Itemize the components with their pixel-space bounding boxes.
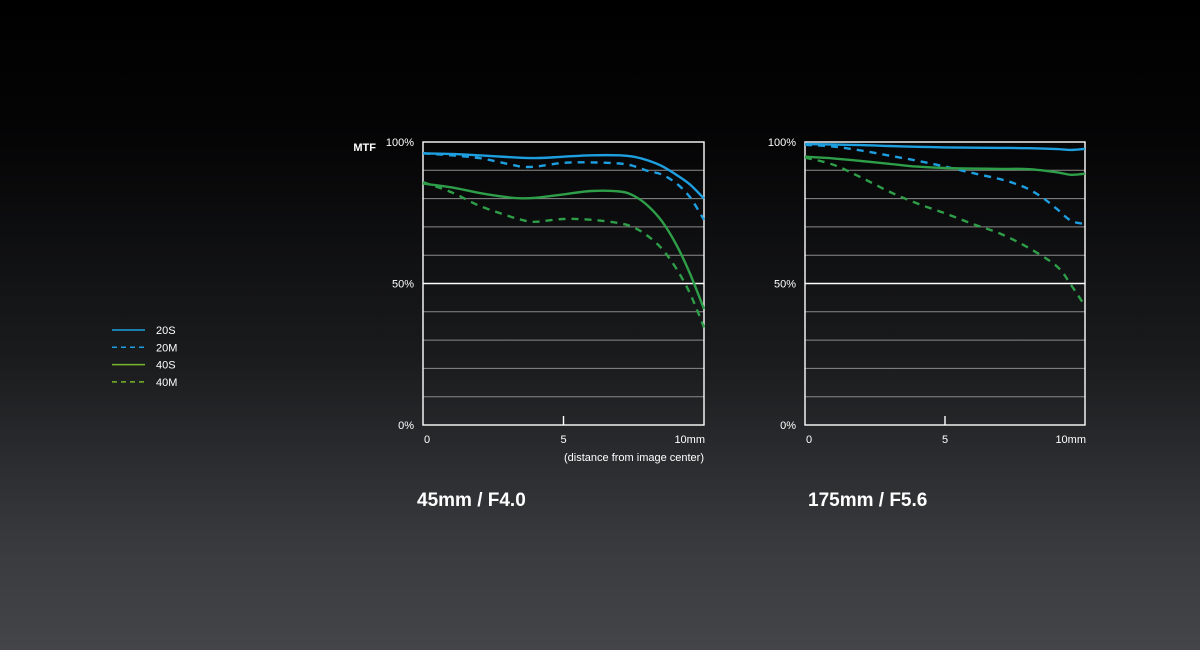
series-line-40s (422, 182, 706, 310)
chart-title: 175mm / F5.6 (808, 490, 927, 511)
series-line-40m (422, 181, 706, 328)
mtf-chart-45mm: 0% 50% 100% 0 5 10mm MTF (distance from image c… (353, 137, 706, 511)
series-line-20m (422, 152, 706, 221)
x-tick-label: 10mm (1055, 434, 1086, 446)
series-line-20m (804, 143, 1086, 226)
series-line-20s (422, 152, 705, 200)
series-line-40s (804, 155, 1086, 177)
y-tick-label: 100% (386, 137, 414, 149)
x-tick-label: 5 (942, 434, 948, 446)
x-tick-label: 0 (806, 434, 812, 446)
legend-label-20m: 20M (156, 342, 177, 354)
mtf-chart-175mm: 0% 50% 100% 0 5 10mm 175mm / F5.6 (768, 137, 1087, 511)
x-tick-label: 10mm (674, 434, 705, 446)
y-tick-label: 0% (780, 420, 796, 432)
legend-label-40m: 40M (156, 377, 177, 389)
y-tick-label: 0% (398, 420, 414, 432)
chart-title: 45mm / F4.0 (417, 490, 526, 511)
y-tick-label: 100% (768, 137, 796, 149)
y-tick-label: 50% (774, 279, 796, 291)
chart-legend: 20S 20M 40S 40M (112, 325, 177, 389)
x-axis-label: (distance from image center) (564, 452, 704, 464)
x-tick-label: 0 (424, 434, 430, 446)
legend-label-20s: 20S (156, 325, 176, 337)
y-axis-label: MTF (353, 142, 376, 154)
series-line-40m (804, 156, 1087, 307)
series-line-20s (804, 142, 1086, 152)
y-tick-label: 50% (392, 279, 414, 291)
x-tick-label: 5 (560, 434, 566, 446)
legend-label-40s: 40S (156, 360, 176, 372)
